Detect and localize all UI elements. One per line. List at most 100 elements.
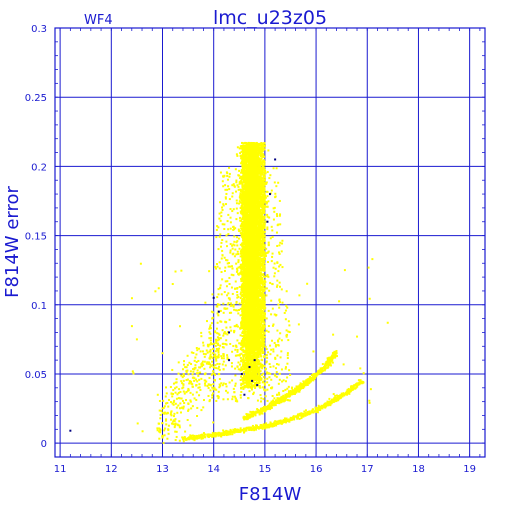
data-point [243,266,246,269]
data-point [244,213,247,216]
data-point [261,324,264,327]
data-point [241,141,244,144]
data-point [240,270,243,273]
data-point [261,363,264,366]
data-point [248,379,251,382]
data-point [256,366,259,369]
data-point [252,246,255,249]
data-point [264,254,267,257]
data-point [238,169,241,172]
data-point [261,366,264,369]
data-point [244,374,247,377]
data-point [239,190,242,193]
data-point [257,339,260,342]
data-point [247,386,250,389]
data-point [247,200,250,203]
data-point [246,212,249,215]
data-point [249,356,252,359]
data-point [251,360,254,363]
data-point [256,362,259,365]
data-point [247,375,250,378]
data-point [255,287,258,290]
data-point [256,348,259,351]
data-point [245,213,248,216]
data-point [245,380,248,383]
data-point [253,192,256,195]
data-point [235,325,238,328]
data-point [239,188,242,191]
data-point [239,207,242,210]
data-point [263,383,266,386]
data-point [250,386,253,389]
data-point [266,228,269,231]
data-point [255,345,258,348]
data-point [255,385,258,388]
data-point [243,353,246,356]
data-point [247,348,250,351]
data-point [254,366,257,369]
data-point [258,382,261,385]
data-point [258,385,261,388]
data-point [238,363,241,366]
data-point [255,378,258,381]
data-point [243,359,246,362]
data-point [254,370,257,373]
data-point [252,228,255,231]
grid-lines [55,27,485,457]
data-point [248,354,251,357]
data-point [241,325,244,328]
data-point [246,380,249,383]
data-point [241,368,244,371]
data-point [255,157,258,160]
data-point [240,346,243,349]
data-point [257,368,260,371]
data-point [243,377,246,380]
data-point [259,362,262,365]
data-point [255,358,258,361]
data-point [243,334,246,337]
data-point [257,349,260,352]
data-point [239,196,242,199]
data-point [245,367,248,370]
data-point [244,353,247,356]
data-point [260,373,263,376]
data-point [249,347,252,350]
data-point [245,372,248,375]
data-point [242,361,245,364]
data-point [250,385,253,388]
data-point [260,308,263,311]
data-point [252,237,255,240]
data-point [255,143,258,146]
data-point [255,323,258,326]
data-point [254,230,257,233]
data-point [243,368,246,371]
data-point [241,378,244,381]
data-point [239,154,242,157]
data-point [249,369,252,372]
data-point [259,370,262,373]
data-point [262,372,265,375]
data-point [239,264,242,267]
data-point [239,348,242,351]
data-point [246,359,249,362]
data-point [253,195,256,198]
data-point [254,288,257,291]
data-point [265,275,268,278]
data-point [242,378,245,381]
data-point [240,175,243,178]
data-point [246,354,249,357]
data-point [239,175,242,178]
data-point [239,263,242,266]
data-point [239,182,242,185]
data-point [248,292,251,295]
data-point [235,199,238,202]
data-point [248,357,251,360]
data-point [243,375,246,378]
data-point [250,373,253,376]
data-point [239,243,242,246]
data-point [252,378,255,381]
data-point [238,285,241,288]
data-point [259,271,262,274]
data-point [264,253,267,256]
data-point [237,237,240,240]
